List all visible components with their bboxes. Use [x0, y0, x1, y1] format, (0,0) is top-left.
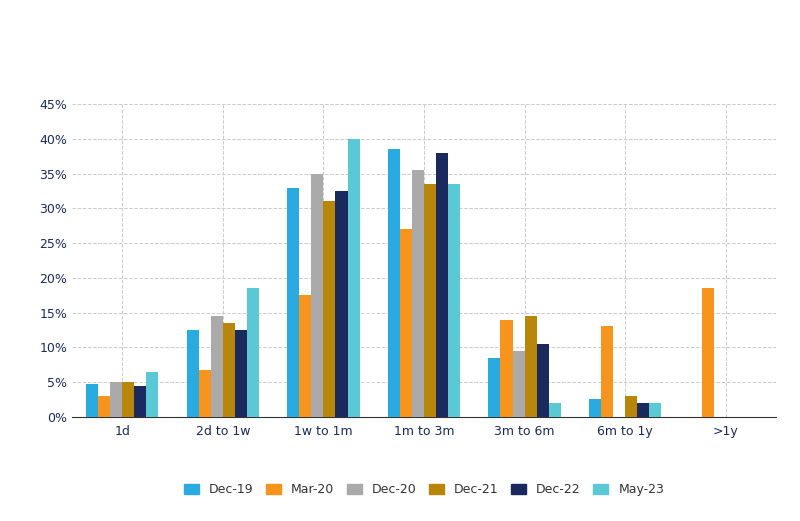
Bar [424, 184, 436, 417]
Bar [210, 316, 223, 417]
Bar [601, 327, 613, 417]
Bar [549, 403, 561, 417]
Bar [98, 396, 110, 417]
Bar [110, 382, 122, 417]
Bar [513, 351, 525, 417]
Bar [235, 330, 247, 417]
Legend: Dec-19, Mar-20, Dec-20, Dec-21, Dec-22, May-23: Dec-19, Mar-20, Dec-20, Dec-21, Dec-22, … [180, 479, 668, 500]
Bar [625, 396, 638, 417]
Bar [311, 173, 323, 417]
Bar [335, 191, 347, 417]
Bar [247, 288, 259, 417]
Bar [198, 369, 210, 417]
Bar [299, 295, 311, 417]
Bar [400, 229, 412, 417]
Bar [323, 202, 335, 417]
Bar [702, 288, 714, 417]
Bar [589, 400, 601, 417]
Bar [488, 358, 501, 417]
Bar [638, 403, 650, 417]
Bar [501, 319, 513, 417]
Bar [650, 403, 662, 417]
Bar [146, 371, 158, 417]
Bar [436, 153, 448, 417]
Bar [287, 188, 299, 417]
Bar [186, 330, 198, 417]
Bar [347, 139, 360, 417]
Bar [448, 184, 460, 417]
Bar [122, 382, 134, 417]
Bar [537, 344, 549, 417]
Bar [412, 170, 424, 417]
Bar [134, 386, 146, 417]
Bar [525, 316, 537, 417]
Bar [223, 323, 235, 417]
Bar [86, 384, 98, 417]
Bar [388, 150, 400, 417]
